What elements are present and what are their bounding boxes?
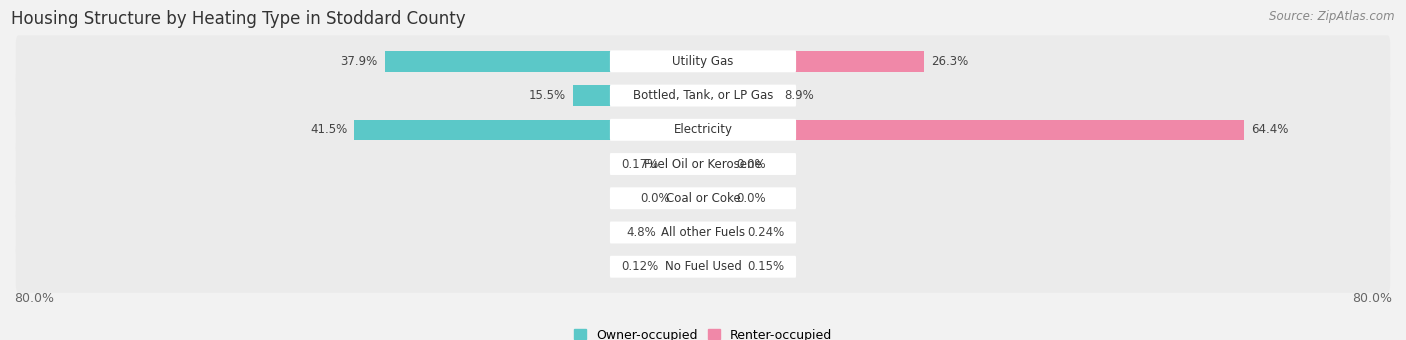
Text: 26.3%: 26.3% bbox=[931, 55, 967, 68]
Text: All other Fuels: All other Fuels bbox=[661, 226, 745, 239]
Text: 37.9%: 37.9% bbox=[340, 55, 378, 68]
Bar bbox=[665, 154, 703, 174]
Text: 0.12%: 0.12% bbox=[621, 260, 658, 273]
Text: Bottled, Tank, or LP Gas: Bottled, Tank, or LP Gas bbox=[633, 89, 773, 102]
Text: 8.9%: 8.9% bbox=[785, 89, 814, 102]
Bar bbox=[703, 85, 778, 106]
FancyBboxPatch shape bbox=[610, 50, 796, 72]
Bar bbox=[354, 120, 703, 140]
Bar bbox=[665, 256, 703, 277]
Text: Fuel Oil or Kerosene: Fuel Oil or Kerosene bbox=[644, 157, 762, 171]
Text: Utility Gas: Utility Gas bbox=[672, 55, 734, 68]
FancyBboxPatch shape bbox=[610, 187, 796, 209]
FancyBboxPatch shape bbox=[15, 35, 1391, 87]
Bar bbox=[676, 188, 703, 208]
Text: 64.4%: 64.4% bbox=[1251, 123, 1288, 136]
Bar bbox=[703, 222, 741, 243]
Text: 0.0%: 0.0% bbox=[737, 192, 766, 205]
Text: 0.0%: 0.0% bbox=[737, 157, 766, 171]
FancyBboxPatch shape bbox=[610, 153, 796, 175]
Bar bbox=[703, 51, 924, 72]
FancyBboxPatch shape bbox=[610, 222, 796, 243]
Bar bbox=[662, 222, 703, 243]
Text: 0.0%: 0.0% bbox=[640, 192, 669, 205]
FancyBboxPatch shape bbox=[15, 241, 1391, 293]
Text: 41.5%: 41.5% bbox=[311, 123, 347, 136]
Text: Electricity: Electricity bbox=[673, 123, 733, 136]
Bar bbox=[572, 85, 703, 106]
FancyBboxPatch shape bbox=[15, 70, 1391, 122]
Text: 0.17%: 0.17% bbox=[621, 157, 658, 171]
FancyBboxPatch shape bbox=[15, 206, 1391, 258]
Text: 80.0%: 80.0% bbox=[1353, 292, 1392, 305]
Text: 80.0%: 80.0% bbox=[14, 292, 53, 305]
FancyBboxPatch shape bbox=[610, 85, 796, 106]
Text: Source: ZipAtlas.com: Source: ZipAtlas.com bbox=[1270, 10, 1395, 23]
FancyBboxPatch shape bbox=[15, 104, 1391, 156]
FancyBboxPatch shape bbox=[610, 256, 796, 278]
Bar bbox=[703, 154, 730, 174]
Legend: Owner-occupied, Renter-occupied: Owner-occupied, Renter-occupied bbox=[574, 328, 832, 340]
Bar bbox=[703, 256, 741, 277]
Text: No Fuel Used: No Fuel Used bbox=[665, 260, 741, 273]
Text: 15.5%: 15.5% bbox=[529, 89, 567, 102]
Text: Coal or Coke: Coal or Coke bbox=[665, 192, 741, 205]
Bar bbox=[703, 120, 1244, 140]
Text: 0.24%: 0.24% bbox=[748, 226, 785, 239]
Text: Housing Structure by Heating Type in Stoddard County: Housing Structure by Heating Type in Sto… bbox=[11, 10, 465, 28]
Bar bbox=[385, 51, 703, 72]
Text: 0.15%: 0.15% bbox=[748, 260, 785, 273]
FancyBboxPatch shape bbox=[15, 172, 1391, 224]
Text: 4.8%: 4.8% bbox=[626, 226, 657, 239]
FancyBboxPatch shape bbox=[15, 138, 1391, 190]
Bar bbox=[703, 188, 730, 208]
FancyBboxPatch shape bbox=[610, 119, 796, 141]
